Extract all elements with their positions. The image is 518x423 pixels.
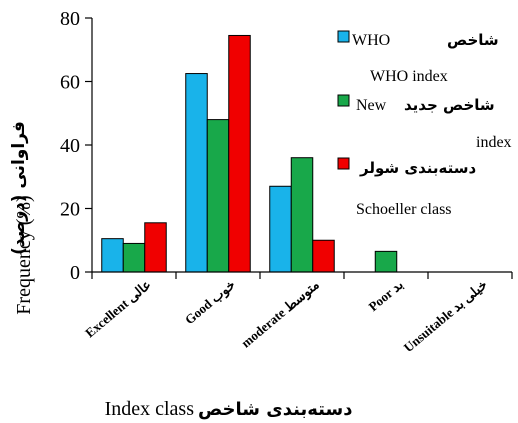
bar-excellent-series-2 xyxy=(144,222,167,273)
legend-who-en: WHO index xyxy=(370,68,448,85)
y-tick-label-0: 0 xyxy=(70,262,80,284)
legend-who-inline: WHO xyxy=(352,32,390,49)
y-axis-title-en-group: Frequency (%) xyxy=(13,195,35,314)
x-tick-label-fa: متوسط xyxy=(281,277,323,316)
x-tick-label-en: moderate xyxy=(238,303,291,350)
y-tick-label-80: 80 xyxy=(60,8,80,30)
legend-new-en: index xyxy=(476,134,512,151)
legend-schoeller-en: Schoeller class xyxy=(356,201,452,218)
bar-moderate-series-0 xyxy=(269,185,292,273)
y-tick-label-20: 20 xyxy=(60,199,80,221)
y-axis-title: فراوانی (درصد) Frequency (%) xyxy=(9,121,29,255)
axes-layer: 0 20 40 60 80 Excellent عالی Good خوبmoderate … xyxy=(60,8,513,355)
x-tick-label-en: Excellent xyxy=(82,294,133,341)
legend-swatch-schoeller xyxy=(337,157,350,170)
x-tick-label-fa: خیلی بد xyxy=(449,277,490,315)
bar-excellent-series-0 xyxy=(101,238,124,273)
y-tick-label-60: 60 xyxy=(60,72,80,94)
x-axis-title: Index class دسته‌بندی شاخص xyxy=(105,398,353,420)
bar-good-series-0 xyxy=(185,73,208,273)
y-axis-label-fa: فراوانی (درصد) xyxy=(9,121,29,255)
x-axis-label-fa: دسته‌بندی شاخص xyxy=(198,399,352,420)
bars-layer xyxy=(101,34,398,273)
bar-excellent-series-1 xyxy=(122,242,146,273)
x-tick-label-poor: Poor بد xyxy=(366,277,406,314)
x-tick-label-good: Good خوب xyxy=(182,277,239,328)
y-axis-label-en-visible: Frequency (%) xyxy=(13,195,35,314)
bar-poor-series-1 xyxy=(374,250,398,273)
bar-good-series-1 xyxy=(206,119,230,273)
bar-moderate-series-2 xyxy=(312,239,335,273)
x-tick-label-en: Unsuitable xyxy=(401,303,459,355)
legend: WHO شاخص WHO index New شاخص جدید index د… xyxy=(337,30,512,218)
legend-who-fa: شاخص xyxy=(447,31,499,49)
x-tick-label-moderate: moderate متوسط xyxy=(238,277,322,351)
x-tick-label-unsuitable: Unsuitable خیلی بد xyxy=(401,277,490,355)
legend-new-fa: شاخص جدید xyxy=(404,96,495,114)
bar-moderate-series-1 xyxy=(290,157,314,273)
x-axis-label-en: Index class xyxy=(105,398,195,420)
legend-new-inline: New xyxy=(356,97,387,114)
legend-swatch-new xyxy=(337,94,350,107)
legend-schoeller-fa: دسته‌بندی شولر xyxy=(359,159,476,177)
x-tick-label-text-excellent: Excellent عالی xyxy=(82,277,154,341)
bar-good-series-2 xyxy=(228,34,251,273)
x-tick-label-text-poor: Poor بد xyxy=(366,277,406,314)
x-tick-label-text-good: Good خوب xyxy=(182,277,239,328)
x-tick-label-text-unsuitable: Unsuitable خیلی بد xyxy=(401,277,490,355)
legend-swatch-who xyxy=(337,30,350,43)
y-tick-label-40: 40 xyxy=(60,135,80,157)
x-tick-label-text-moderate: moderate متوسط xyxy=(238,277,322,351)
x-tick-label-excellent: Excellent عالی xyxy=(82,277,154,341)
